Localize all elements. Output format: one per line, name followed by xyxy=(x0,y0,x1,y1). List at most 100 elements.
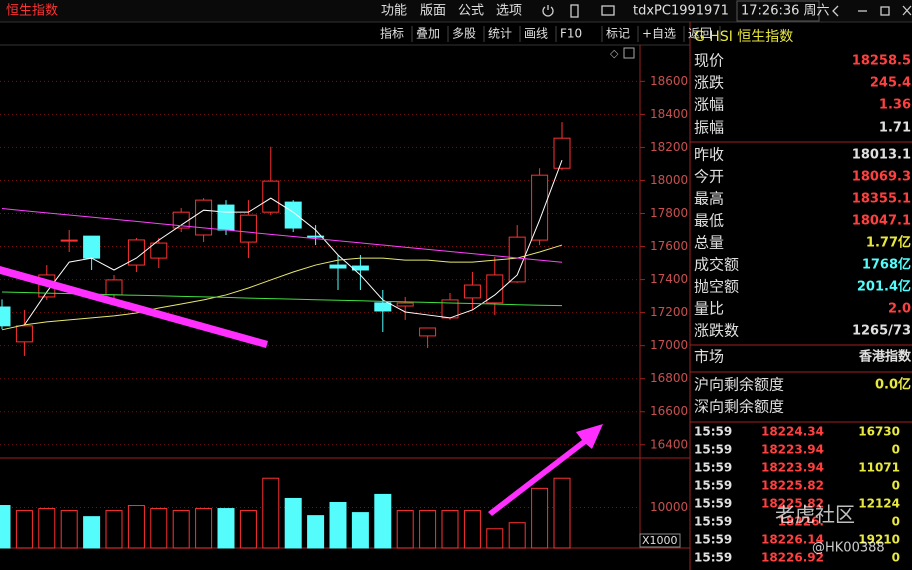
quote-value: 245.4 xyxy=(870,76,911,91)
y-tick-label: 18600 xyxy=(650,74,688,88)
quote-label: 抛空额 xyxy=(694,278,739,296)
candle-body xyxy=(60,239,78,242)
quote-label: 现价 xyxy=(694,52,724,70)
y-tick-label: 18400 xyxy=(650,107,688,121)
volume-bar xyxy=(15,510,33,549)
candle-body xyxy=(329,264,347,269)
toolbar-button[interactable]: 指标 xyxy=(380,26,404,41)
trade-time: 15:59 xyxy=(694,497,732,511)
quote-value: 1265/73 xyxy=(852,324,911,339)
quote-label: 涨幅 xyxy=(694,96,724,114)
quote-value: 2.0 xyxy=(888,302,911,317)
trade-price: 18225.82 xyxy=(761,479,824,493)
volume-bar xyxy=(486,528,504,549)
trade-price: 18226.92 xyxy=(761,551,824,565)
volume-tick-label: 10000 xyxy=(650,500,688,514)
candle-body xyxy=(284,201,302,229)
volume-bar xyxy=(553,477,571,549)
trade-price: 18226. xyxy=(778,515,824,529)
toolbar-button[interactable]: 标记 xyxy=(606,27,630,41)
candle-body xyxy=(217,204,235,231)
trade-time: 15:59 xyxy=(694,425,732,439)
volume-bar xyxy=(105,510,123,549)
y-tick-label: 16800 xyxy=(650,371,688,385)
volume-bar xyxy=(463,510,481,549)
y-tick-label: 18200 xyxy=(650,140,688,154)
candle-body xyxy=(150,242,168,259)
quote-value: 香港指数 xyxy=(858,349,912,365)
menu-item[interactable]: 公式 xyxy=(458,4,484,19)
y-tick-label: 17400 xyxy=(650,272,688,286)
ma-line xyxy=(1,244,563,331)
ma-line xyxy=(23,159,563,326)
menu-item[interactable]: 功能 xyxy=(381,4,407,19)
trade-price: 18224.34 xyxy=(761,425,824,439)
quote-label: 成交额 xyxy=(694,256,739,274)
toolbar-button[interactable]: 叠加 xyxy=(416,27,440,41)
quote-value: 1768亿 xyxy=(862,257,911,273)
trade-volume: 0 xyxy=(892,551,900,565)
unit-box xyxy=(639,533,681,548)
chart: 16400 16600 16800 17000 17200 17400 17600 17800… xyxy=(0,74,688,549)
quote-label: 最低 xyxy=(694,212,724,230)
quote-value: 18258.5 xyxy=(852,54,911,69)
menu-item[interactable]: 选项 xyxy=(496,4,522,19)
y-tick-label: 17600 xyxy=(650,239,688,253)
quote-label: 深向剩余额度 xyxy=(694,398,784,416)
volume-bar xyxy=(284,497,302,549)
watermark: @HK00388 xyxy=(812,541,885,556)
volume-bar xyxy=(127,505,145,549)
volume-bar xyxy=(374,493,392,549)
watermark: 老虎社区 xyxy=(775,503,855,527)
toolbar-button[interactable]: +自选 xyxy=(642,27,676,41)
volume-bar xyxy=(508,522,526,549)
trade-time: 15:59 xyxy=(694,479,732,493)
trade-volume: 0 xyxy=(892,443,900,457)
volume-bar xyxy=(0,505,11,549)
annotation-arrow xyxy=(488,424,603,516)
candle-body xyxy=(553,137,571,169)
toolbar-button[interactable]: F10 xyxy=(560,27,582,41)
candle-body xyxy=(396,302,414,307)
window-controls[interactable] xyxy=(542,4,912,18)
y-tick-label: 17000 xyxy=(650,338,688,352)
trade-price: 18225.82 xyxy=(761,497,824,511)
y-tick-label: 18000 xyxy=(650,173,688,187)
trade-time: 15:59 xyxy=(694,461,732,475)
icon[interactable]: ◇ xyxy=(610,47,619,60)
volume-bar xyxy=(351,512,369,549)
trade-price: 18223.94 xyxy=(761,461,824,475)
volume-bar xyxy=(38,508,56,549)
candle-body xyxy=(307,235,325,238)
candle-body xyxy=(262,180,280,213)
trade-price: 18223.94 xyxy=(761,443,824,457)
candle-body xyxy=(486,274,504,304)
y-tick-label: 17200 xyxy=(650,305,688,319)
toolbar-button[interactable]: 统计 xyxy=(488,27,512,41)
toolbar-button[interactable]: 返回 xyxy=(688,27,712,41)
candle-body xyxy=(195,199,213,236)
title-bar xyxy=(0,0,912,22)
toolbar-button[interactable]: 画线 xyxy=(524,27,548,41)
volume-bar xyxy=(419,510,437,549)
quote-value: 18069.3 xyxy=(852,170,911,185)
quote-value: 18047.1 xyxy=(852,214,911,229)
quote-label: 振幅 xyxy=(694,119,724,137)
quote-value: 1.71 xyxy=(879,121,911,136)
candle-body xyxy=(105,279,123,296)
volume-bar xyxy=(262,477,280,549)
candle-body xyxy=(508,236,526,283)
volume-bar xyxy=(60,510,78,549)
trade-time: 15:59 xyxy=(694,533,732,547)
icon[interactable] xyxy=(623,47,635,59)
clock-box xyxy=(736,0,820,22)
volume-bar xyxy=(307,515,325,549)
candle-body xyxy=(463,284,481,299)
quote-label: 沪向剩余额度 xyxy=(694,376,784,394)
menu-item[interactable]: 版面 xyxy=(420,4,446,19)
toolbar-button[interactable]: 多股 xyxy=(452,27,476,41)
quote-header: G HSI 恒生指数 xyxy=(694,29,793,45)
annotation-line xyxy=(0,266,268,348)
